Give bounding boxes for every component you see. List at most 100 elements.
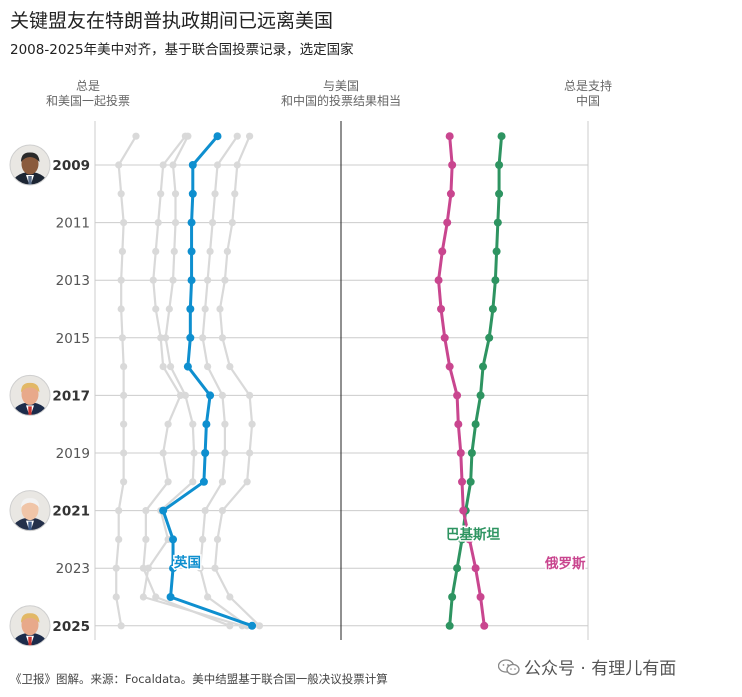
- uk-point-2020: [199, 477, 208, 486]
- background-5-point-2009: [159, 161, 167, 169]
- background-3-point-2025: [117, 622, 125, 630]
- background-4-point-2019: [190, 449, 198, 457]
- watermark-text: 公众号 · 有理儿有面: [524, 659, 677, 679]
- background-7-point-2013: [221, 276, 229, 284]
- background-6-point-2012: [206, 247, 214, 255]
- background-4-point-2017: [181, 391, 189, 399]
- pakistan-point-2008: [497, 132, 506, 141]
- background-5-point-2008: [181, 132, 189, 140]
- background-5-point-2017: [176, 391, 185, 399]
- column-header-right-line1: 总是支持: [563, 79, 612, 93]
- portrait-suit: [11, 517, 49, 531]
- background-3-point-2024: [112, 593, 120, 601]
- column-header-left-line1: 总是: [75, 79, 100, 93]
- series-uk: [159, 132, 257, 630]
- russia-point-2024: [476, 593, 485, 601]
- chart-subtitle: 2008-2025年美中对齐，基于联合国投票记录，选定国家: [10, 42, 354, 58]
- year-tick-label-2011: 2011: [56, 216, 90, 232]
- alignment-chart: 2009 2011 2013 2015 2017 2019 2021 2023 2025 英国 巴基…: [9, 121, 589, 647]
- background-3-point-2018: [120, 420, 128, 428]
- portrait-face: [21, 614, 39, 636]
- pakistan-point-2025: [445, 621, 454, 630]
- russia-point-2013: [434, 276, 443, 285]
- pakistan-point-2022: [458, 535, 467, 544]
- portrait-face: [21, 383, 39, 405]
- russia-point-2023: [471, 564, 480, 573]
- portrait-clip: [10, 490, 50, 531]
- portrait-hair: [21, 613, 40, 623]
- year-tick-label-2019: 2019: [56, 446, 90, 462]
- russia-point-2019: [456, 449, 465, 457]
- year-tick-label-2015: 2015: [56, 331, 90, 347]
- background-3-point-2011: [120, 219, 128, 227]
- background-7-point-2016: [226, 363, 234, 371]
- background-3-point-2009: [115, 161, 123, 169]
- background-6-point-2009: [213, 161, 222, 169]
- background-6-point-2019: [221, 449, 229, 457]
- background-5-point-2021: [142, 507, 150, 515]
- background-6-point-2015: [199, 334, 207, 342]
- russia-point-2018: [454, 420, 463, 429]
- uk-point-2008: [213, 132, 222, 141]
- background-7-point-2017: [246, 391, 254, 399]
- pakistan-point-2016: [479, 362, 488, 371]
- background-4-point-2016: [166, 363, 175, 371]
- background-3-point-2016: [120, 363, 128, 371]
- background-6-line: [199, 135, 249, 627]
- column-header-middle: 与美国 和中国的投票结果相当: [251, 79, 431, 109]
- background-3-point-2012: [118, 247, 127, 255]
- pakistan-point-2023: [453, 564, 462, 573]
- background-series-3: [112, 132, 140, 630]
- biden-portrait-icon-2021: [9, 490, 51, 532]
- portrait-hair: [21, 498, 40, 508]
- russia-point-2020: [458, 477, 467, 486]
- portrait-face: [21, 153, 39, 175]
- background-6-point-2018: [221, 420, 229, 428]
- pakistan-point-2009: [495, 161, 504, 169]
- uk-point-2023: [169, 564, 178, 573]
- russia-point-2017: [453, 391, 462, 400]
- uk-point-2015: [186, 333, 195, 342]
- background-6-point-2023: [196, 564, 204, 572]
- year-tick-label-2025: 2025: [52, 619, 90, 635]
- background-4-point-2009: [169, 161, 177, 169]
- portrait-ring: [9, 490, 51, 532]
- background-7-point-2014: [216, 305, 224, 313]
- background-4-point-2010: [171, 190, 180, 198]
- background-3-point-2019: [120, 449, 128, 457]
- series-label-pakistan: 巴基斯坦: [446, 526, 500, 543]
- background-5-point-2024: [152, 593, 160, 601]
- background-7-point-2011: [228, 219, 236, 227]
- portrait-ring: [9, 144, 51, 186]
- pakistan-point-2013: [491, 276, 500, 285]
- pakistan-point-2024: [448, 593, 457, 601]
- background-7-point-2024: [226, 593, 234, 601]
- background-6-point-2008: [233, 132, 241, 140]
- series-label-uk: 英国: [173, 554, 201, 571]
- pakistan-point-2018: [471, 420, 480, 429]
- background-7-point-2023: [211, 564, 219, 572]
- russia-point-2010: [446, 189, 455, 198]
- background-7-point-2022: [213, 535, 222, 544]
- background-5-point-2019: [159, 449, 167, 457]
- chart-footer: 《卫报》图解。来源：Focaldata。美中结盟基于联合国一般决议投票计算: [10, 672, 388, 686]
- background-6-point-2021: [201, 507, 209, 515]
- background-5-line: [142, 135, 231, 627]
- background-5-point-2016: [159, 363, 167, 371]
- background-6-point-2020: [218, 478, 227, 486]
- portrait-hair: [21, 152, 40, 162]
- background-5-point-2020: [164, 478, 172, 486]
- uk-point-2011: [187, 218, 196, 227]
- russia-line: [437, 134, 486, 628]
- portrait-clip: [10, 605, 50, 646]
- uk-point-2012: [187, 247, 196, 256]
- russia-point-2025: [480, 621, 489, 630]
- background-7-point-2010: [231, 190, 239, 198]
- obama-portrait-icon-2009: [9, 144, 51, 186]
- background-4-point-2018: [189, 420, 197, 428]
- background-6-point-2016: [204, 363, 212, 371]
- background-4-point-2023: [144, 564, 152, 572]
- background-3-point-2017: [120, 391, 128, 399]
- background-7-point-2025: [255, 622, 264, 630]
- series-pakistan: [445, 132, 506, 630]
